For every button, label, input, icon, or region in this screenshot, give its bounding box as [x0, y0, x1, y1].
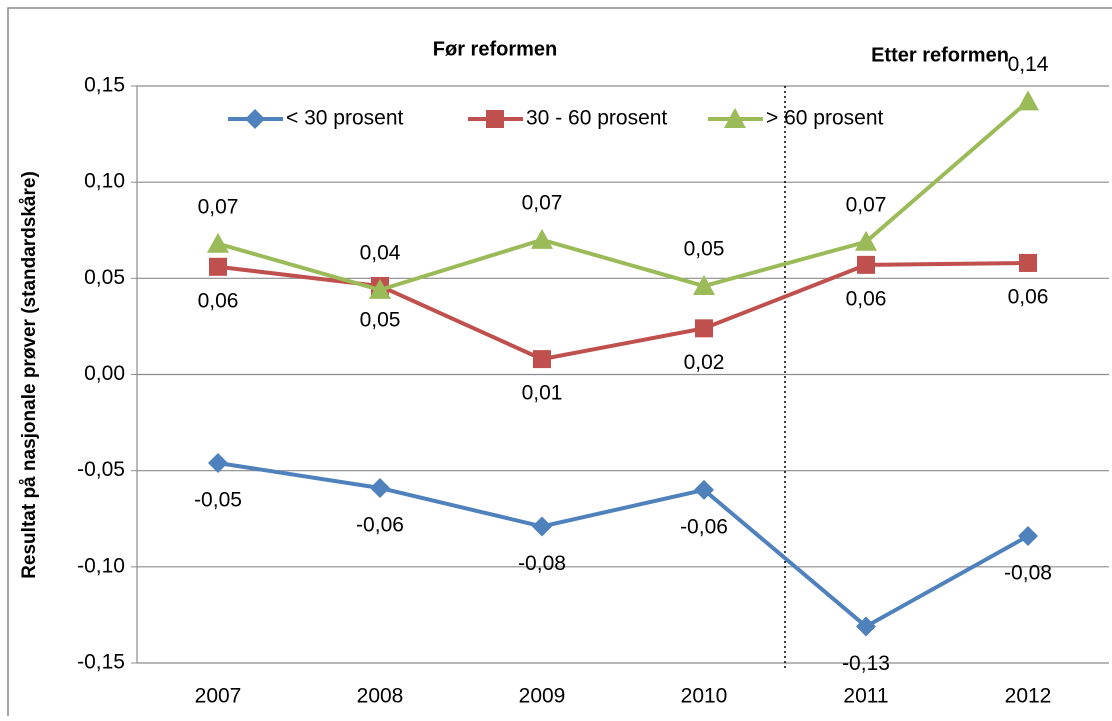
data-label: 0,06 — [846, 287, 887, 310]
data-label: -0,06 — [680, 515, 728, 538]
y-tick-label: -0,05 — [77, 458, 125, 481]
marker — [1019, 253, 1037, 272]
data-label: 0,02 — [684, 351, 725, 374]
marker — [693, 275, 715, 296]
data-label: 0,07 — [198, 195, 239, 218]
data-label: 0,06 — [198, 289, 239, 312]
marker — [208, 452, 228, 473]
data-label: -0,05 — [194, 489, 242, 512]
marker — [209, 257, 227, 276]
data-label: 0,01 — [522, 382, 563, 405]
annotation: Etter reformen — [871, 44, 1009, 66]
chart-border — [7, 7, 1112, 721]
series — [208, 452, 1038, 637]
data-label: 0,04 — [360, 241, 401, 264]
data-label: -0,06 — [356, 514, 404, 537]
marker — [486, 110, 504, 128]
legend-label: > 60 prosent — [766, 107, 884, 130]
series-line — [217, 99, 1030, 292]
legend-label: 30 - 60 prosent — [526, 107, 667, 130]
marker — [532, 516, 552, 537]
data-label: 0,05 — [684, 238, 725, 261]
series — [209, 253, 1037, 369]
data-label: -0,13 — [842, 652, 890, 675]
marker — [533, 350, 551, 369]
data-label: 0,06 — [1008, 285, 1049, 308]
marker — [857, 255, 875, 274]
series — [207, 90, 1039, 299]
y-tick-label: -0,15 — [77, 651, 125, 674]
legend-label: < 30 prosent — [286, 107, 404, 130]
marker — [724, 108, 746, 128]
marker — [370, 477, 390, 498]
marker — [694, 479, 714, 500]
marker — [245, 109, 265, 129]
x-tick-label: 2007 — [195, 685, 242, 708]
x-tick-label: 2010 — [681, 685, 728, 708]
marker — [531, 228, 553, 249]
series-line — [217, 460, 1029, 629]
marker — [207, 232, 229, 253]
y-tick-label: 0,15 — [84, 74, 125, 97]
y-tick-label: 0,00 — [84, 362, 125, 385]
x-tick-label: 2009 — [519, 685, 566, 708]
marker — [695, 319, 713, 338]
marker — [1018, 526, 1038, 547]
data-label: -0,08 — [1004, 562, 1052, 585]
data-label: 0,07 — [522, 191, 563, 214]
x-tick-label: 2011 — [843, 685, 888, 708]
data-label: 0,05 — [360, 309, 401, 332]
x-tick-label: 2012 — [1005, 685, 1052, 708]
marker — [856, 616, 876, 637]
data-label: 0,14 — [1008, 53, 1049, 76]
y-tick-label: -0,10 — [77, 554, 125, 577]
marker — [1017, 90, 1039, 111]
data-label: -0,08 — [518, 552, 566, 575]
x-tick-label: 2008 — [357, 685, 404, 708]
marker — [855, 230, 877, 251]
marker — [369, 278, 391, 299]
y-tick-label: 0,05 — [84, 266, 125, 289]
y-axis-label: Resultat på nasjonale prøver (standardsk… — [19, 171, 40, 579]
y-tick-label: 0,10 — [84, 170, 125, 193]
annotation: Før reformen — [433, 38, 557, 60]
data-label: 0,07 — [846, 193, 887, 216]
